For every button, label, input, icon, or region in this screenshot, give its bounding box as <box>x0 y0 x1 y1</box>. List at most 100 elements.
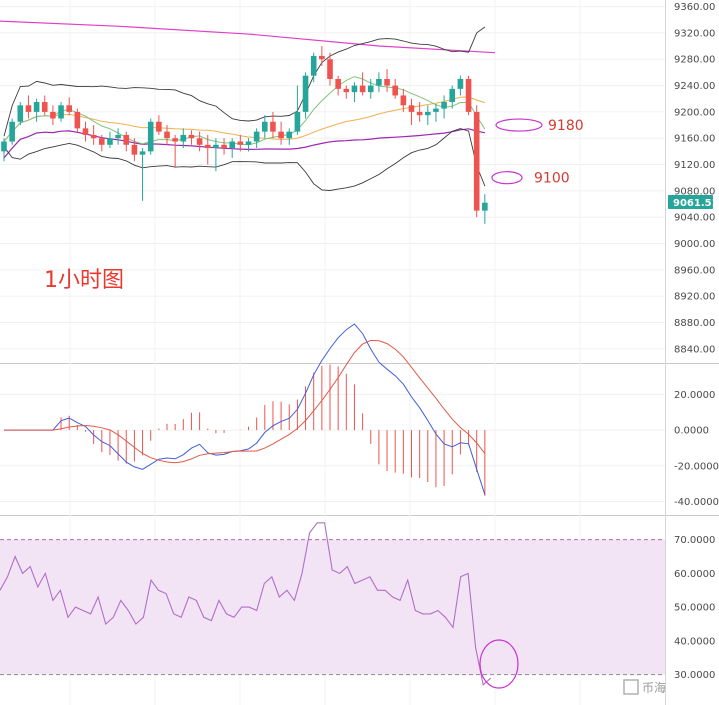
bollinger-lower-line <box>3 128 486 191</box>
candle-body <box>343 88 350 93</box>
rsi-tick-label: 70.0000 <box>674 535 715 546</box>
candle-body <box>164 131 170 139</box>
candle-body <box>115 134 121 139</box>
indicator-overlays <box>0 20 496 191</box>
rsi-panel <box>0 522 519 689</box>
candle-body <box>473 111 480 211</box>
watermark-logo-icon <box>623 679 639 695</box>
rsi-tick-label: 30.0000 <box>674 670 715 681</box>
candle-body <box>9 121 15 142</box>
price-tick-label: 8920.00 <box>674 292 715 303</box>
watermark: 币海 <box>623 679 666 695</box>
annotation-ellipse <box>491 171 523 185</box>
watermark-text: 币海 <box>642 680 666 695</box>
last-price-label: 9061.51 <box>673 198 719 209</box>
candle-body <box>335 78 341 89</box>
price-tick-label: 9200.00 <box>674 107 715 118</box>
candle-body <box>327 59 333 79</box>
candle-body <box>457 78 464 89</box>
price-tick-label: 8880.00 <box>674 318 715 329</box>
rsi-band <box>0 539 665 676</box>
candle-body <box>66 105 72 112</box>
candle-body <box>392 85 398 96</box>
price-tick-label: 9240.00 <box>674 81 715 92</box>
annotation-label: 9100 <box>534 171 570 187</box>
candle-body <box>278 131 284 139</box>
candle-body <box>425 111 431 116</box>
candle-body <box>213 144 219 149</box>
candle-body <box>482 202 488 211</box>
candle-body <box>400 95 407 106</box>
candle-body <box>82 128 89 135</box>
price-tick-label: 9320.00 <box>674 28 715 39</box>
price-tick-label: 9360.00 <box>674 2 715 13</box>
candle-body <box>319 55 325 60</box>
annotations: 9180 9100 <box>491 118 584 187</box>
candle-body <box>384 78 390 86</box>
rsi-annotation-ellipse <box>479 639 519 689</box>
candle-body <box>107 138 113 145</box>
ma-long-line <box>3 128 486 159</box>
candle-body <box>172 138 178 142</box>
candle-body <box>33 102 40 112</box>
price-tick-label: 8960.00 <box>674 265 715 276</box>
candle-body <box>465 78 472 112</box>
candle-body <box>433 108 439 112</box>
rsi-line <box>0 522 492 686</box>
candle-body <box>74 111 81 129</box>
candle-body <box>204 144 211 149</box>
candle-body <box>449 88 456 103</box>
candle-body <box>245 141 252 145</box>
candle-body <box>359 85 366 93</box>
candle-body <box>196 138 203 145</box>
candle-body <box>58 105 64 119</box>
candle-body <box>147 121 154 152</box>
ma-short-line <box>3 76 486 146</box>
candle-body <box>139 151 146 155</box>
price-tick-label: 8840.00 <box>674 344 715 355</box>
candle-body <box>123 134 130 145</box>
candle-body <box>294 111 301 132</box>
candle-body <box>237 141 244 145</box>
last-price-tag-bg <box>668 195 713 209</box>
price-tick-label: 9040.00 <box>674 213 715 224</box>
candle-body <box>25 105 32 112</box>
candle-body <box>262 121 268 132</box>
macd-tick-label: -40.0000 <box>674 497 719 508</box>
macd-panel <box>4 323 486 496</box>
candle-body <box>351 85 358 93</box>
bollinger-upper-line <box>3 26 486 137</box>
price-tick-label: 9160.00 <box>674 134 715 145</box>
macd-tick-label: -20.0000 <box>674 461 719 472</box>
signal-line <box>4 339 486 464</box>
price-tick-label: 9280.00 <box>674 55 715 66</box>
macd-line <box>4 323 486 495</box>
macd-tick-label: 20.0000 <box>674 390 715 401</box>
candle-body <box>188 134 195 139</box>
candle-body <box>367 85 374 93</box>
candle-body <box>229 141 235 149</box>
long-upper-band-line <box>0 20 496 54</box>
candle-body <box>221 144 227 149</box>
candle-body <box>131 144 138 155</box>
candle-body <box>286 131 293 139</box>
candle-body <box>270 121 276 132</box>
candle-body <box>376 78 382 86</box>
candle-body <box>310 55 317 76</box>
candle-body <box>416 111 423 116</box>
candle-body <box>99 138 105 145</box>
ma-mid-line <box>3 96 486 142</box>
price-tick-label: 9000.00 <box>674 239 715 250</box>
last-price-tag: 9061.51 <box>668 195 719 209</box>
candle-body <box>441 102 447 109</box>
rsi-tick-label: 40.0000 <box>674 636 715 647</box>
price-tick-label: 9080.00 <box>674 186 715 197</box>
candle-body <box>17 105 24 122</box>
candles <box>1 46 488 224</box>
rsi-band-fill <box>0 539 665 675</box>
chart-title: 1小时图 <box>44 268 124 293</box>
annotation-label: 9180 <box>548 118 584 134</box>
candle-body <box>1 141 7 152</box>
candle-body <box>302 75 309 112</box>
